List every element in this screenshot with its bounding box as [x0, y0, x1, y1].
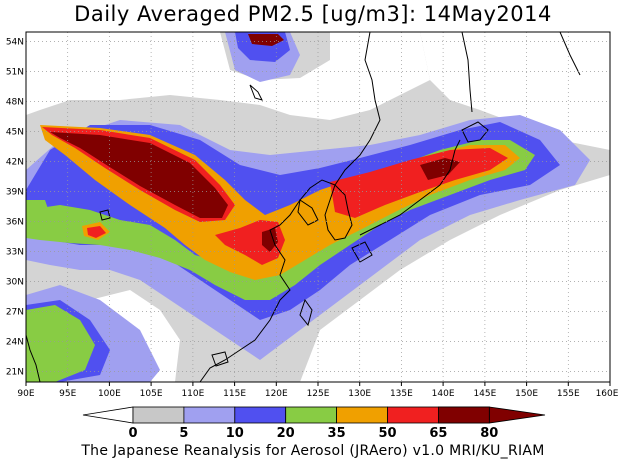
japan-honshu: [359, 139, 461, 236]
lon-tick-label: 150E: [515, 389, 538, 399]
colorbar-label: 65: [429, 426, 447, 440]
field-darkred-east: [420, 158, 460, 180]
footer-credit: The Japanese Reanalysis for Aerosol (JRA…: [81, 443, 545, 459]
lat-tick-label: 39N: [6, 188, 24, 198]
field-red-east: [330, 148, 508, 218]
lat-tick-label: 48N: [6, 98, 24, 108]
lon-tick-label: 125E: [307, 389, 330, 399]
lat-tick-label: 24N: [6, 338, 24, 348]
lon-tick-label: 140E: [432, 389, 455, 399]
lon-tick-label: 145E: [473, 389, 496, 399]
lon-tick-label: 135E: [390, 389, 413, 399]
lon-tick-label: 90E: [17, 389, 34, 399]
field-red-west: [87, 226, 106, 238]
map-title: Daily Averaged PM2.5 [ug/m3]: 14May2014: [74, 2, 552, 26]
lat-tick-label: 54N: [6, 38, 24, 48]
colorbar-label: 80: [480, 426, 498, 440]
lon-tick-label: 160E: [596, 389, 619, 399]
field-green-southwest: [26, 305, 95, 382]
pm25-map: 90E 95E 100E 105E 110E 115E 120E 125E 13…: [6, 31, 619, 440]
lon-tick-label: 115E: [223, 389, 246, 399]
field-white-northeast: [420, 32, 610, 150]
korea-peninsula: [324, 184, 353, 241]
india-coast: [26, 334, 41, 382]
lat-tick-label: 27N: [6, 308, 24, 318]
colorbar-label: 35: [328, 426, 346, 440]
lat-tick-label: 21N: [6, 368, 24, 378]
lat-tick-labels: 54N 51N 48N 45N 42N 39N 36N 33N 30N 27N …: [6, 38, 24, 378]
kamchatka-coast: [559, 32, 581, 76]
colorbar-label: 50: [378, 426, 396, 440]
colorbar-swatch-2: [183, 406, 236, 424]
colorbar-label: 20: [277, 426, 295, 440]
hainan: [211, 351, 229, 367]
colorbar-swatch-7b: [437, 406, 490, 424]
japan-hokkaido: [461, 121, 489, 143]
lon-tick-marks: [25, 382, 611, 386]
lon-tick-labels: 90E 95E 100E 105E 110E 115E 120E 125E 13…: [17, 389, 618, 399]
japan-kyushu: [351, 241, 373, 263]
taiwan: [299, 298, 313, 327]
lat-tick-label: 36N: [6, 218, 24, 228]
colorbar-swatch-5: [336, 406, 388, 424]
colorbar-swatch-8: [488, 406, 546, 424]
lat-tick-label: 30N: [6, 278, 24, 288]
colorbar-swatch-0: [82, 406, 134, 424]
field-darkred-north: [248, 34, 284, 46]
field-white-southeast: [300, 175, 610, 382]
lat-tick-label: 51N: [6, 68, 24, 78]
asia-coastline: [199, 32, 381, 382]
colorbar: 0 5 10 20 35 50 65 80: [82, 406, 546, 440]
colorbar-label: 0: [128, 426, 137, 440]
field-green-west: [26, 200, 50, 230]
colorbar-swatch-3: [234, 406, 287, 424]
lat-tick-label: 45N: [6, 128, 24, 138]
lon-tick-label: 95E: [59, 389, 76, 399]
lake-baikal: [249, 84, 263, 101]
bohai-gulf: [297, 199, 319, 226]
lon-tick-label: 110E: [181, 389, 204, 399]
lake-qinghai: [99, 209, 111, 221]
field-darkred-west: [50, 132, 228, 218]
field-darkred-central: [262, 228, 278, 252]
colorbar-swatch-4: [285, 406, 338, 424]
lon-tick-label: 100E: [98, 389, 121, 399]
lon-tick-label: 120E: [265, 389, 288, 399]
concentration-field: [26, 32, 610, 382]
lat-tick-label: 33N: [6, 248, 24, 258]
grid-lines: [26, 32, 610, 382]
sakhalin: [461, 32, 473, 113]
colorbar-label: 10: [226, 426, 244, 440]
lon-tick-label: 105E: [140, 389, 163, 399]
coastlines: [26, 32, 581, 382]
colorbar-label: 5: [179, 426, 188, 440]
colorbar-swatch-1: [132, 406, 185, 424]
lon-tick-label: 155E: [557, 389, 580, 399]
lon-tick-label: 130E: [348, 389, 371, 399]
colorbar-swatch-6: [387, 406, 439, 424]
field-white-north: [26, 32, 430, 120]
lat-tick-label: 42N: [6, 158, 24, 168]
